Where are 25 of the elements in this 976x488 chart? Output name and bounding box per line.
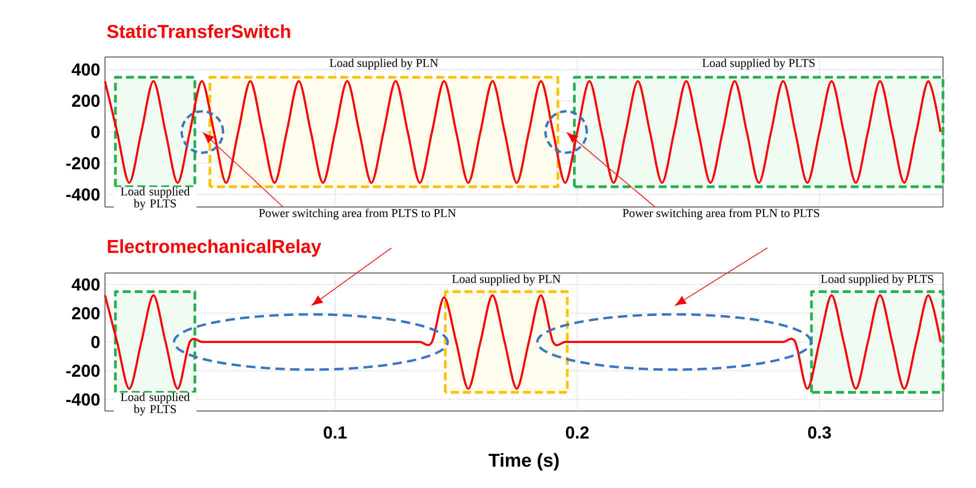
- y-tick-label: 400: [72, 63, 100, 76]
- band-label: Load supplied by PLN: [452, 274, 561, 286]
- y-tick-label: -200: [66, 157, 100, 170]
- x-tick-label: 0.3: [808, 426, 831, 439]
- chart-title: StaticTransferSwitch: [107, 24, 290, 38]
- x-tick-label: 0.1: [324, 426, 347, 439]
- y-tick-label: -200: [66, 364, 100, 377]
- x-axis-title: Time (s): [488, 453, 559, 471]
- line-series: [104, 294, 942, 390]
- y-tick-label: -400: [66, 393, 100, 406]
- band-label: Load supplied by PLTS: [120, 392, 190, 416]
- text: Power switching area from PLN to PLTS: [622, 208, 820, 220]
- y-tick-label: 400: [72, 278, 100, 291]
- chart-title: ElectromechanicalRelay: [108, 239, 322, 257]
- y-tick-label: 0: [91, 126, 100, 138]
- y-tick-label: 200: [72, 307, 100, 320]
- band-label: Load supplied by PLTS: [820, 274, 934, 286]
- y-tick-label: 0: [91, 336, 100, 348]
- text: Power switching area from PLTS to PLN: [258, 208, 456, 220]
- x-tick-label: 0.2: [566, 426, 589, 439]
- y-tick-label: -400: [66, 188, 100, 201]
- y-tick-label: 200: [72, 94, 100, 107]
- band-label: Load supplied by PLTS: [120, 187, 190, 210]
- band-label: Load supplied by PLTS: [702, 58, 815, 70]
- band-label: Load supplied by PLN: [330, 58, 438, 70]
